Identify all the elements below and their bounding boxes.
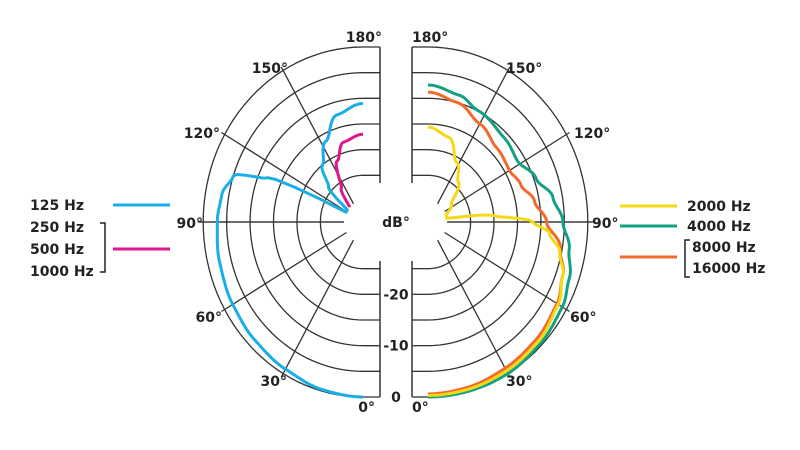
right-angle-label: 150° xyxy=(506,61,542,77)
left-spoke-150 xyxy=(280,66,354,205)
radial-tick-label: -10 xyxy=(383,339,409,355)
legend-label-125hz: 125 Hz xyxy=(30,198,84,214)
legend-label-250hz: 250 Hz xyxy=(30,220,84,236)
legend-bracket-left xyxy=(100,222,106,273)
series-8000-hz-16000-hz xyxy=(427,90,565,396)
right-angle-label: 0° xyxy=(412,400,429,416)
legend-label-4000hz: 4000 Hz xyxy=(687,219,751,235)
left-spoke-60 xyxy=(221,231,347,313)
legend-label-1000hz: 1000 Hz xyxy=(30,264,94,280)
radial-tick-label: -20 xyxy=(383,287,409,303)
left-angle-label: 150° xyxy=(252,61,288,77)
right-angle-label: 180° xyxy=(412,30,448,46)
legend-label-8000hz: 8000 Hz xyxy=(692,240,756,256)
left-angle-label: 180° xyxy=(346,30,382,46)
legend-label-16000hz: 16000 Hz xyxy=(692,261,766,277)
right-spoke-60 xyxy=(444,231,570,313)
right-angle-label: 120° xyxy=(574,126,610,142)
legend-label-500hz: 500 Hz xyxy=(30,242,84,258)
right-spoke-120 xyxy=(444,131,570,213)
legend-label-2000hz: 2000 Hz xyxy=(687,199,751,215)
left-angle-label: 0° xyxy=(358,400,375,416)
left-angle-label: 60° xyxy=(196,310,222,326)
left-angle-label: 90° xyxy=(177,216,203,232)
series-125-hz xyxy=(215,102,364,399)
legend-bracket-right xyxy=(684,239,690,278)
left-angle-label: 30° xyxy=(261,374,287,390)
series-2000-hz xyxy=(427,125,565,397)
left-spoke-120 xyxy=(221,131,347,213)
right-spoke-150 xyxy=(437,66,511,205)
right-angle-label: 90° xyxy=(592,216,618,232)
right-spoke-30 xyxy=(437,239,511,378)
right-angle-label: 60° xyxy=(570,310,596,326)
series-4000-hz xyxy=(427,83,572,399)
right-angle-label: 30° xyxy=(506,374,532,390)
center-hub xyxy=(362,200,430,244)
radial-tick-label: 0 xyxy=(391,390,401,406)
radial-unit-label: dB° xyxy=(382,215,410,231)
left-spoke-30 xyxy=(280,239,354,378)
left-angle-label: 120° xyxy=(184,126,220,142)
series-250-hz-500-hz-1000-hz xyxy=(334,132,364,208)
